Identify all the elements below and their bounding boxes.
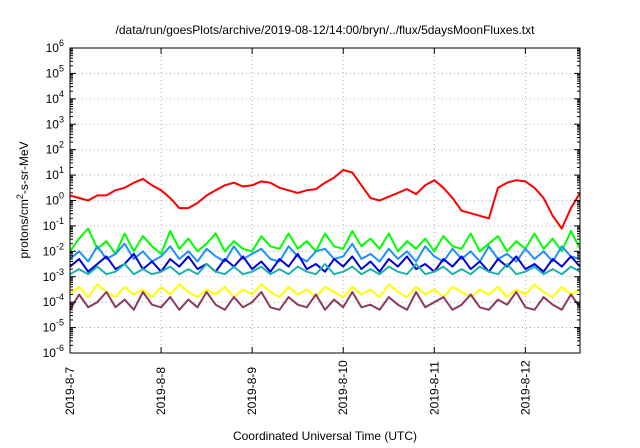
y-tick-label: 101 [46,165,64,182]
x-tick-label: 2019-8-12 [518,360,532,415]
series-line-4 [69,252,581,273]
y-tick-label: 10-1 [43,216,64,233]
y-axis-label: protons/cm2-s-sr-MeV [15,141,31,258]
y-tick-label: 104 [46,89,64,106]
x-tick-label: 2019-8-11 [427,361,441,415]
y-axis-label-sup: 2 [15,194,25,199]
y-tick-label: 102 [46,140,64,157]
series-lines [69,169,581,311]
y-axis-label-main: protons/cm [17,199,31,258]
y-tick-label: 106 [46,38,64,55]
y-tick-label: 10-4 [43,292,64,309]
chart-title: /data/run/goesPlots/archive/2019-08-12/1… [116,23,536,37]
y-tick-label: 103 [46,114,64,131]
x-axis-label: Coordinated Universal Time (UTC) [233,429,417,443]
y-tick-label: 10-2 [43,241,64,258]
x-tick-label: 2019-8-10 [336,360,350,415]
y-tick-label: 10-6 [43,343,64,360]
series-line-2 [69,227,581,255]
x-tick-label: 2019-8-9 [245,367,259,415]
y-tick-label: 10-3 [43,267,64,284]
y-axis-label-rest: -s-sr-MeV [17,141,31,194]
x-axis-ticks: 2019-8-7 2019-8-8 2019-8-9 2019-8-10 2019-8-… [63,48,532,415]
series-line-1 [69,169,581,230]
x-tick-label: 2019-8-8 [154,367,168,415]
y-tick-label: 100 [46,191,64,208]
series-line-3 [69,242,581,263]
grid-lines [70,48,580,353]
y-tick-label: 105 [46,63,64,80]
series-line-7 [69,291,581,311]
series-line-6 [69,283,581,299]
series-line-5 [69,263,581,276]
y-tick-label: 10-5 [43,318,64,335]
x-tick-label: 2019-8-7 [63,367,77,415]
y-axis-ticks: 106 105 104 103 102 101 100 10-1 10-2 10-3 10-4 10-… [43,38,580,360]
